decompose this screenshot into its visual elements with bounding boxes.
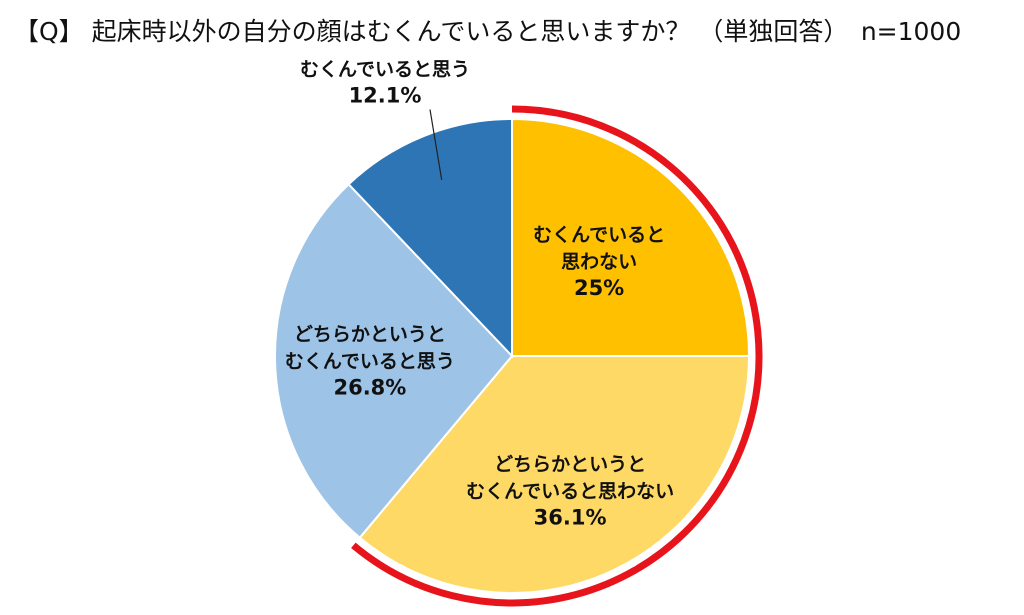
slice-4-value-label: 12.1% [349, 84, 422, 108]
chart-title: 【Q】 起床時以外の自分の顔はむくんでいると思いますか？ （単独回答） n=10… [14, 17, 962, 46]
slice-2-name-label: どちらかというと [494, 454, 646, 476]
pie-slices [274, 117, 751, 594]
pie-slice-1 [511, 117, 751, 357]
slice-labels: むくんでいると思わない25%どちらかというとむくんでいると思わない36.1%どち… [285, 59, 674, 530]
slice-3-name-label: どちらかというと [294, 324, 446, 346]
highlight-arc [351, 105, 763, 607]
pie-slice-2 [358, 355, 751, 594]
slice-3-name-label: むくんでいると思う [285, 351, 455, 373]
slice-2-value-label: 36.1% [534, 506, 607, 530]
slice-1-value-label: 25% [574, 276, 624, 300]
slice-1-name-label: むくんでいると [533, 224, 665, 246]
pie-slice-3 [274, 182, 514, 540]
slice-4-name-label: むくんでいると思う [300, 59, 470, 81]
pie-slice-4 [347, 117, 513, 359]
slice-1-name-label: 思わない [561, 251, 637, 273]
slice-2-name-label: むくんでいると思わない [466, 481, 674, 503]
slice-3-value-label: 26.8% [333, 376, 406, 400]
leader-line [429, 109, 443, 180]
